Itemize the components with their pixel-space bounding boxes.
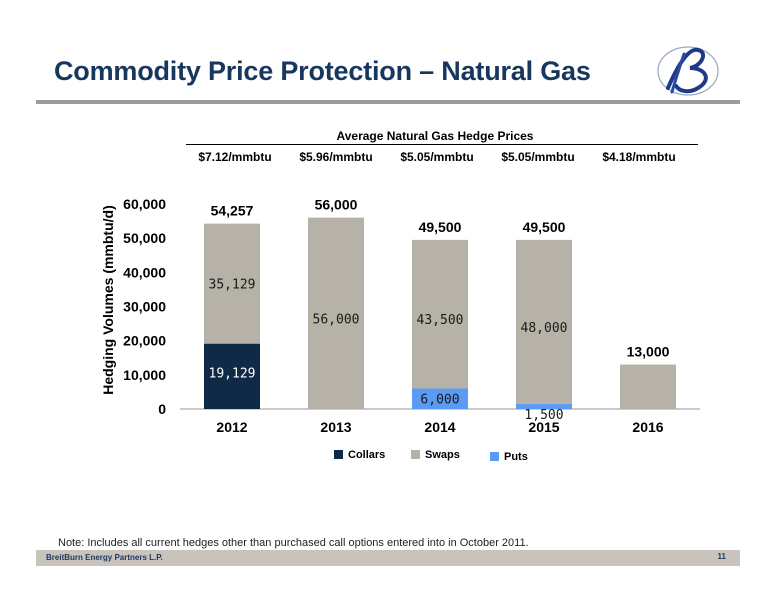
y-tick-label: 10,000	[123, 367, 166, 383]
y-tick-label: 30,000	[123, 299, 166, 315]
x-tick-label-2014: 2014	[424, 419, 455, 435]
data-label-collars-2012: 19,129	[209, 367, 256, 382]
hedge-prices-divider	[186, 144, 698, 145]
bar-puts-2015	[516, 403, 572, 409]
hedge-price-2015: $5.05/mmbtu	[501, 150, 575, 164]
legend-swatch-puts	[490, 452, 499, 461]
data-label-swaps-2012: 35,129	[209, 278, 256, 293]
company-logo	[657, 46, 719, 96]
total-label-2013: 56,000	[315, 197, 358, 213]
data-label-puts-2014: 6,000	[420, 393, 459, 408]
page-number: 11	[717, 552, 726, 561]
bar-collars-2012	[204, 343, 260, 409]
data-label-swaps-2013: 56,000	[313, 312, 360, 327]
x-tick-label-2013: 2013	[320, 419, 351, 435]
legend-label-puts: Puts	[504, 451, 528, 463]
y-tick-label: 50,000	[123, 230, 166, 246]
hedge-price-2014: $5.05/mmbtu	[400, 150, 474, 164]
hedge-price-2012: $7.12/mmbtu	[198, 150, 272, 164]
legend-label-swaps: Swaps	[425, 449, 460, 461]
footer-company-name: BreitBurn Energy Partners L.P.	[46, 553, 163, 562]
y-tick-label: 0	[158, 401, 166, 417]
x-tick-label-2016: 2016	[632, 419, 663, 435]
chart-legend: Collars Swaps Puts	[0, 449, 776, 465]
title-divider	[36, 100, 740, 104]
x-tick-label-2015: 2015	[528, 419, 559, 435]
bar-puts-2014	[412, 388, 468, 409]
total-label-2014: 49,500	[419, 219, 462, 235]
data-label-swaps-2015: 48,000	[521, 321, 568, 336]
total-label-2015: 49,500	[523, 219, 566, 235]
hedging-volume-chart: 0 10,000 20,000 30,000 40,000 50,000 60,000 19,…	[123, 196, 700, 435]
bar-swaps-2013	[308, 217, 364, 409]
total-label-2012: 54,257	[211, 203, 254, 219]
y-tick-label: 60,000	[123, 196, 166, 212]
legend-swatch-collars	[334, 450, 343, 459]
legend-item-collars: Collars	[334, 449, 385, 461]
hedge-price-2016: $4.18/mmbtu	[602, 150, 676, 164]
data-label-swaps-2014: 43,500	[417, 313, 464, 328]
bar-swaps-2015	[516, 239, 572, 404]
bar-swaps-2014	[412, 239, 468, 389]
bar-swaps-2016	[620, 364, 676, 409]
slide-title: Commodity Price Protection – Natural Gas	[54, 56, 591, 86]
bar-swaps-2012	[204, 223, 260, 344]
data-label-puts-2015: 1,500	[524, 408, 563, 423]
hedge-prices-heading: Average Natural Gas Hedge Prices	[336, 129, 534, 143]
x-tick-label-2012: 2012	[216, 419, 247, 435]
legend-item-puts: Puts	[490, 451, 528, 463]
legend-item-swaps: Swaps	[411, 449, 460, 461]
y-tick-label: 20,000	[123, 333, 166, 349]
y-tick-label: 40,000	[123, 264, 166, 280]
footnote: Note: Includes all current hedges other …	[58, 537, 529, 549]
footer-bar: BreitBurn Energy Partners L.P. 11	[36, 550, 740, 566]
hedge-price-2013: $5.96/mmbtu	[299, 150, 373, 164]
total-label-2016: 13,000	[627, 344, 670, 360]
legend-label-collars: Collars	[348, 449, 386, 461]
legend-swatch-swaps	[411, 450, 420, 459]
